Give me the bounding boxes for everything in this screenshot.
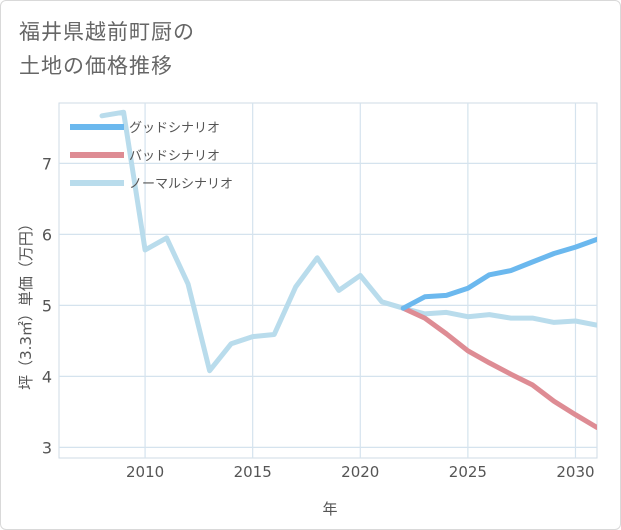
grid-lines xyxy=(59,103,597,458)
y-tick-label: 3 xyxy=(42,438,52,457)
y-tick-label: 6 xyxy=(42,225,52,244)
y-tick-label: 7 xyxy=(42,154,52,173)
x-tick-label: 2025 xyxy=(449,463,487,481)
y-axis-label: 坪（3.3㎡）単価（万円） xyxy=(17,216,35,390)
bad-scenario-line xyxy=(400,305,597,430)
series-layer xyxy=(99,109,597,430)
y-tick-label: 5 xyxy=(42,296,52,315)
legend-good-scenario[interactable]: グッドシナリオ xyxy=(70,121,220,136)
legend-bad-scenario[interactable]: バッドシナリオ xyxy=(70,149,220,164)
x-tick-label: 2015 xyxy=(234,463,272,481)
x-axis-label: 年 xyxy=(322,500,337,518)
chart-title: 福井県越前町厨の 土地の価格推移 xyxy=(19,15,195,83)
normal-scenario-line xyxy=(99,109,597,374)
x-tick-label: 2020 xyxy=(341,463,379,481)
legend-label: グッドシナリオ xyxy=(129,121,220,136)
x-tick-label: 2030 xyxy=(556,463,594,481)
legend-normal-scenario[interactable]: ノーマルシナリオ xyxy=(70,177,233,192)
legend-label: ノーマルシナリオ xyxy=(129,177,233,192)
x-tick-label: 2010 xyxy=(126,463,164,481)
chart-title-line-2: 土地の価格推移 xyxy=(19,54,173,78)
y-tick-label: 4 xyxy=(42,367,52,386)
chart-title-line-1: 福井県越前町厨の xyxy=(19,20,195,44)
good-scenario-line xyxy=(400,236,597,311)
plot-area-frame xyxy=(58,102,598,459)
axes-layer: 2010 2015 2020 2025 2030 3 4 5 6 7 xyxy=(42,154,595,481)
legend-label: バッドシナリオ xyxy=(129,149,220,164)
